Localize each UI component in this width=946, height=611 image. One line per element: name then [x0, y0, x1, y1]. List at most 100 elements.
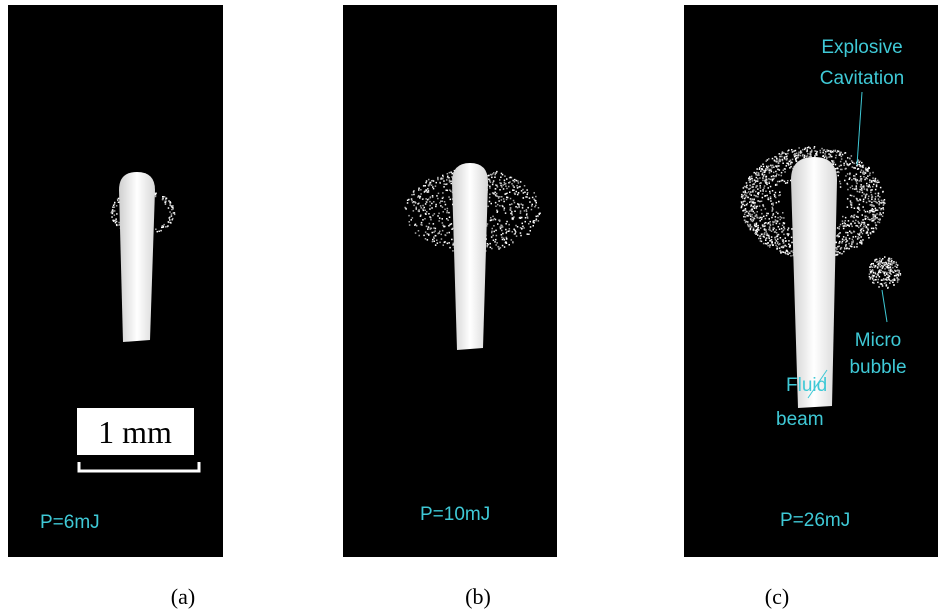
- speckle-dot: [864, 215, 866, 217]
- speckle-dot: [162, 227, 164, 229]
- speckle-dot: [899, 270, 901, 272]
- speckle-dot: [418, 210, 420, 212]
- speckle-dot: [777, 246, 779, 248]
- speckle-dot: [489, 194, 491, 196]
- speckle-dot: [856, 198, 858, 200]
- speckle-dot: [422, 205, 424, 207]
- speckle-dot: [778, 195, 780, 197]
- speckle-dot: [744, 214, 746, 216]
- speckle-dot: [845, 168, 847, 170]
- speckle-dot: [777, 241, 779, 243]
- speckle-dot: [743, 187, 745, 189]
- speckle-dot: [517, 203, 519, 205]
- speckle-dot: [510, 198, 512, 200]
- speckle-dot: [786, 159, 788, 161]
- speckle-dot: [523, 227, 525, 229]
- speckle-dot: [754, 179, 756, 181]
- speckle-dot: [449, 247, 451, 249]
- speckle-dot: [863, 199, 865, 201]
- photo-panel: [343, 5, 557, 557]
- speckle-dot: [881, 202, 883, 204]
- speckle-dot: [871, 202, 873, 204]
- speckle-dot: [791, 228, 793, 230]
- speckle-dot: [111, 216, 113, 218]
- speckle-dot: [524, 192, 526, 194]
- speckle-dot: [418, 230, 420, 232]
- speckle-dot: [766, 233, 768, 235]
- speckle-dot: [787, 235, 789, 237]
- speckle-dot: [429, 205, 431, 207]
- speckle-dot: [746, 185, 748, 187]
- speckle-dot: [895, 270, 897, 272]
- speckle-dot: [850, 200, 852, 202]
- speckle-dot: [761, 213, 763, 215]
- speckle-dot: [775, 239, 777, 241]
- speckle-dot: [839, 252, 841, 254]
- speckle-dot: [789, 245, 791, 247]
- speckle-dot: [879, 258, 881, 260]
- speckle-dot: [884, 283, 886, 285]
- speckle-dot: [774, 221, 776, 223]
- speckle-dot: [513, 200, 515, 202]
- speckle-dot: [854, 175, 856, 177]
- speckle-dot: [753, 211, 755, 213]
- speckle-dot: [873, 280, 875, 282]
- speckle-dot: [157, 231, 159, 233]
- speckle-dot: [880, 266, 882, 268]
- speckle-dot: [746, 211, 748, 213]
- speckle-dot: [857, 191, 859, 193]
- speckle-dot: [756, 177, 758, 179]
- speckle-dot: [807, 149, 809, 151]
- speckle-dot: [502, 245, 504, 247]
- speckle-dot: [539, 213, 541, 215]
- speckle-dot: [865, 194, 867, 196]
- speckle-dot: [783, 234, 785, 236]
- speckle-dot: [118, 202, 120, 204]
- speckle-dot: [770, 200, 772, 202]
- speckle-dot: [751, 176, 753, 178]
- speckle-dot: [866, 226, 868, 228]
- speckle-dot: [785, 237, 787, 239]
- speckle-dot: [768, 222, 770, 224]
- speckle-dot: [752, 219, 754, 221]
- speckle-dot: [432, 186, 434, 188]
- speckle-dot: [870, 232, 872, 234]
- speckle-dot: [446, 232, 448, 234]
- speckle-dot: [433, 180, 435, 182]
- speckle-dot: [863, 176, 865, 178]
- speckle-dot: [869, 276, 871, 278]
- speckle-dot: [759, 177, 761, 179]
- speckle-dot: [751, 178, 753, 180]
- speckle-dot: [885, 278, 887, 280]
- speckle-dot: [824, 153, 826, 155]
- speckle-dot: [758, 238, 760, 240]
- speckle-dot: [879, 207, 881, 209]
- speckle-dot: [862, 167, 864, 169]
- speckle-dot: [756, 226, 758, 228]
- speckle-dot: [418, 189, 420, 191]
- speckle-dot: [769, 191, 771, 193]
- speckle-dot: [772, 224, 774, 226]
- speckle-dot: [756, 215, 758, 217]
- speckle-dot: [882, 216, 884, 218]
- speckle-dot: [848, 243, 850, 245]
- speckle-dot: [529, 201, 531, 203]
- speckle-dot: [867, 168, 869, 170]
- speckle-dot: [766, 167, 768, 169]
- speckle-dot: [442, 218, 444, 220]
- speckle-dot: [515, 206, 517, 208]
- speckle-dot: [765, 229, 767, 231]
- speckle-dot: [753, 229, 755, 231]
- speckle-dot: [836, 242, 838, 244]
- speckle-dot: [860, 179, 862, 181]
- speckle-dot: [839, 236, 841, 238]
- speckle-dot: [867, 170, 869, 172]
- speckle-dot: [849, 174, 851, 176]
- speckle-dot: [877, 282, 879, 284]
- speckle-dot: [167, 225, 169, 227]
- speckle-dot: [809, 153, 811, 155]
- speckle-dot: [449, 181, 451, 183]
- speckle-dot: [875, 193, 877, 195]
- speckle-dot: [538, 207, 540, 209]
- speckle-dot: [427, 188, 429, 190]
